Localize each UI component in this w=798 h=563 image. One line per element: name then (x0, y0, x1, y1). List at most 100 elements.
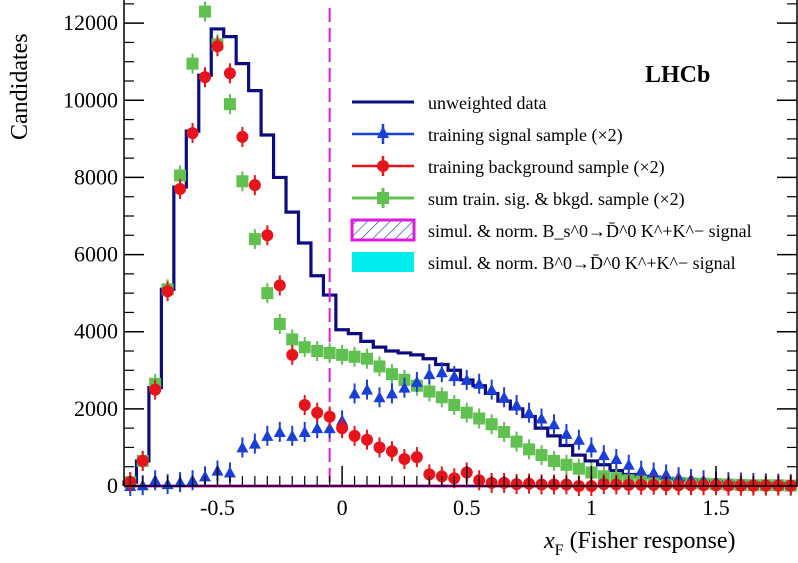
marker (199, 5, 212, 18)
marker (261, 429, 274, 441)
signal-point (448, 366, 461, 387)
marker (523, 406, 536, 418)
marker (410, 451, 423, 464)
background-point (348, 425, 361, 446)
marker (348, 429, 361, 442)
signal-point (398, 377, 411, 398)
marker (223, 466, 236, 478)
marker (298, 341, 311, 354)
marker (174, 183, 187, 195)
signal-point (560, 423, 573, 444)
marker (622, 458, 635, 470)
background-point (161, 281, 174, 302)
signal-point (622, 454, 635, 475)
y-axis-title: Candidates (7, 33, 33, 140)
marker (510, 435, 523, 448)
x-tick-label: 1.5 (702, 495, 730, 520)
marker (373, 441, 386, 454)
marker (547, 454, 560, 467)
sum-point (572, 458, 585, 479)
legend-swatch-b0-signal (352, 252, 414, 272)
marker (485, 383, 498, 395)
marker (311, 345, 324, 357)
sum-point (448, 395, 461, 415)
marker (460, 373, 473, 385)
sum-point (560, 454, 573, 475)
marker (248, 437, 261, 449)
signal-point (298, 422, 311, 442)
background-point (361, 429, 374, 450)
marker (398, 381, 411, 393)
signal-point (485, 379, 498, 400)
legend: unweighted data training signal sample (… (350, 93, 752, 273)
background-point (174, 179, 187, 199)
signal-point (473, 373, 486, 394)
marker (385, 387, 398, 399)
marker (361, 352, 374, 365)
sum-point (435, 387, 448, 408)
marker (523, 443, 536, 456)
background-point (186, 123, 199, 144)
signal-point (585, 437, 598, 458)
marker (223, 98, 236, 111)
sum-point (236, 171, 249, 192)
sum-point (510, 431, 523, 452)
marker (572, 433, 585, 445)
marker (298, 426, 311, 437)
sum-point (361, 348, 374, 369)
signal-point (410, 371, 423, 392)
background-point (286, 344, 299, 365)
marker (298, 399, 311, 411)
marker (560, 427, 573, 439)
marker (373, 360, 386, 373)
sum-point (498, 422, 511, 442)
marker (286, 348, 299, 361)
legend-label-b0-signal: simul. & norm. B^0→D̄^0 K^+K^− signal (428, 253, 736, 273)
marker (286, 429, 299, 441)
signal-point (423, 364, 436, 385)
marker (485, 418, 498, 431)
sum-point (311, 341, 324, 361)
background-point (311, 402, 324, 423)
marker (273, 279, 286, 292)
sum-point (473, 408, 486, 429)
marker (261, 229, 274, 242)
y-tick-label: 0 (107, 473, 118, 498)
background-point (373, 437, 386, 458)
marker (448, 370, 461, 382)
axes: 0 2000 4000 6000 8000 10000 12000 -0.5 0 0.5 1 1.5 (63, 3, 797, 520)
signal-point (248, 433, 261, 454)
x-axis-title-symbol: x (543, 528, 555, 554)
marker (423, 468, 436, 481)
marker (560, 458, 573, 471)
marker (423, 385, 436, 398)
marker (161, 285, 174, 298)
x-axis-title: xF (Fisher response) (543, 528, 736, 559)
y-tick-label: 8000 (74, 164, 118, 189)
background-point (410, 447, 423, 468)
signal-point (273, 422, 286, 442)
marker (498, 426, 511, 438)
legend-label-background: training background sample (×2) (428, 157, 665, 178)
background-point (273, 275, 286, 296)
marker (448, 399, 461, 411)
signal-point (460, 369, 473, 390)
y-tick-label: 2000 (74, 396, 118, 421)
signal-point (348, 383, 361, 404)
marker (136, 454, 149, 467)
marker (610, 453, 623, 464)
marker (435, 366, 448, 378)
sum-point (373, 356, 386, 377)
sum-point (223, 94, 236, 115)
legend-label-signal: training signal sample (×2) (428, 125, 623, 146)
sum-point (261, 283, 274, 304)
marker (248, 179, 261, 192)
signal-point (610, 449, 623, 469)
signal-point (373, 387, 386, 408)
background-point (149, 379, 162, 400)
signal-point (435, 362, 448, 383)
marker (361, 383, 374, 395)
signal-point (510, 395, 523, 415)
marker (174, 169, 187, 182)
x-axis-title-subscript: F (555, 542, 564, 559)
